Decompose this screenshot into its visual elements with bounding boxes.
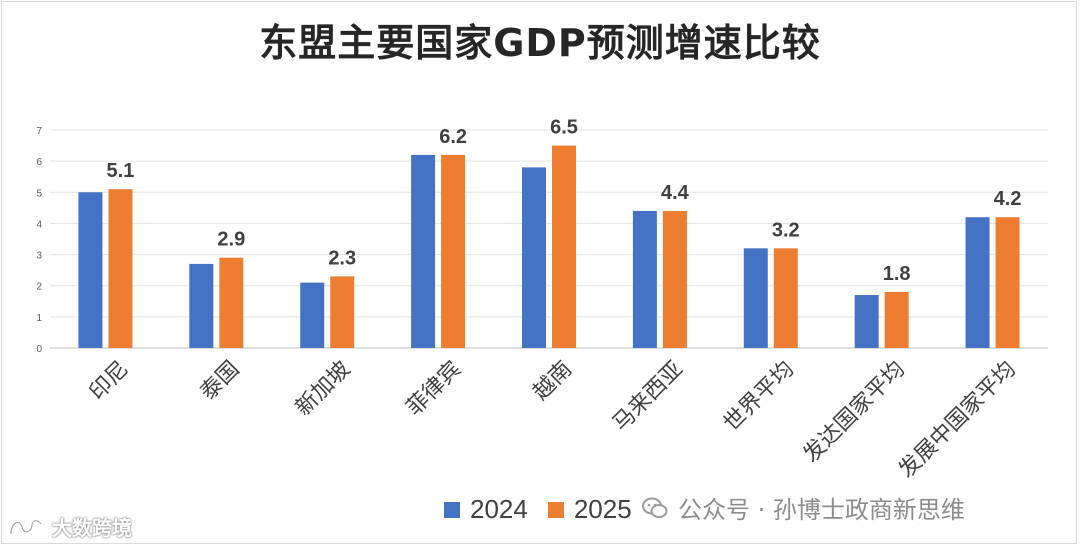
bar-2024-6	[743, 248, 768, 348]
bar-2024-2	[300, 282, 325, 348]
bar-2025-2	[330, 276, 355, 348]
y-tick-label-6: 6	[36, 157, 42, 168]
x-tick-label-3: 菲律宾	[402, 357, 466, 421]
legend-item-2025: 2025	[547, 494, 632, 525]
logo-text: 大数跨境	[52, 516, 132, 540]
data-label-2025-1: 2.9	[217, 229, 245, 251]
x-tick-label-1: 泰国	[196, 357, 245, 406]
bar-2025-4	[552, 145, 576, 348]
x-tick-label-4: 越南	[528, 357, 577, 406]
legend-item-2024: 2024	[444, 494, 528, 525]
bar-2025-7	[884, 291, 909, 348]
bar-2024-1	[189, 263, 214, 348]
x-tick-label-8: 发展中国家平均	[894, 357, 1021, 484]
bar-2024-0	[78, 192, 103, 348]
bar-2025-1	[219, 257, 244, 348]
bar-2025-0	[108, 189, 133, 348]
legend-label-2025: 2025	[573, 494, 632, 524]
data-label-2025-5: 4.4	[661, 182, 690, 204]
legend-swatch-2024	[444, 501, 460, 518]
legend-label-2024: 2024	[470, 494, 528, 524]
wechat-icon	[642, 497, 668, 518]
wechat-watermark: 公众号 · 孙博士政商新思维	[642, 490, 965, 525]
y-tick-label-0: 0	[36, 344, 42, 355]
data-label-2025-4: 6.5	[550, 117, 578, 139]
data-label-2025-6: 3.2	[772, 219, 800, 241]
data-label-2025-7: 1.8	[883, 263, 911, 285]
bar-2025-8	[995, 217, 1020, 348]
x-tick-label-5: 马来西亚	[608, 357, 688, 437]
legend-swatch-2025	[547, 501, 564, 518]
data-label-2025-2: 2.3	[328, 247, 356, 269]
watermark-text: 公众号 · 孙博士政商新思维	[678, 496, 965, 524]
bar-2024-8	[965, 217, 990, 348]
y-tick-label-1: 1	[36, 313, 42, 324]
legend: 2024 2025	[444, 494, 652, 525]
bar-2025-3	[441, 154, 466, 348]
data-label-2025-0: 5.1	[107, 160, 135, 182]
bar-2025-6	[773, 248, 798, 348]
x-tick-label-7: 发达国家平均	[799, 357, 910, 468]
bar-2024-5	[632, 210, 657, 348]
y-tick-label-2: 2	[36, 282, 42, 293]
bar-2024-3	[411, 154, 436, 348]
logo-mark-icon	[9, 518, 43, 534]
bar-2025-5	[662, 210, 687, 348]
y-tick-label-3: 3	[36, 251, 42, 262]
y-tick-label-5: 5	[36, 188, 42, 199]
x-tick-label-2: 新加坡	[291, 357, 355, 421]
data-label-2025-8: 4.2	[994, 188, 1022, 210]
chart-title: 东盟主要国家GDP预测增速比较	[259, 21, 821, 65]
y-tick-label-4: 4	[36, 219, 42, 230]
bar-2024-7	[854, 295, 879, 348]
y-tick-label-7: 7	[36, 126, 42, 137]
brand-logo: 大数跨境	[8, 512, 132, 541]
bar-2024-4	[522, 167, 546, 348]
x-tick-label-0: 印尼	[85, 357, 134, 406]
x-tick-label-6: 世界平均	[719, 357, 799, 437]
data-label-2025-3: 6.2	[439, 126, 467, 148]
